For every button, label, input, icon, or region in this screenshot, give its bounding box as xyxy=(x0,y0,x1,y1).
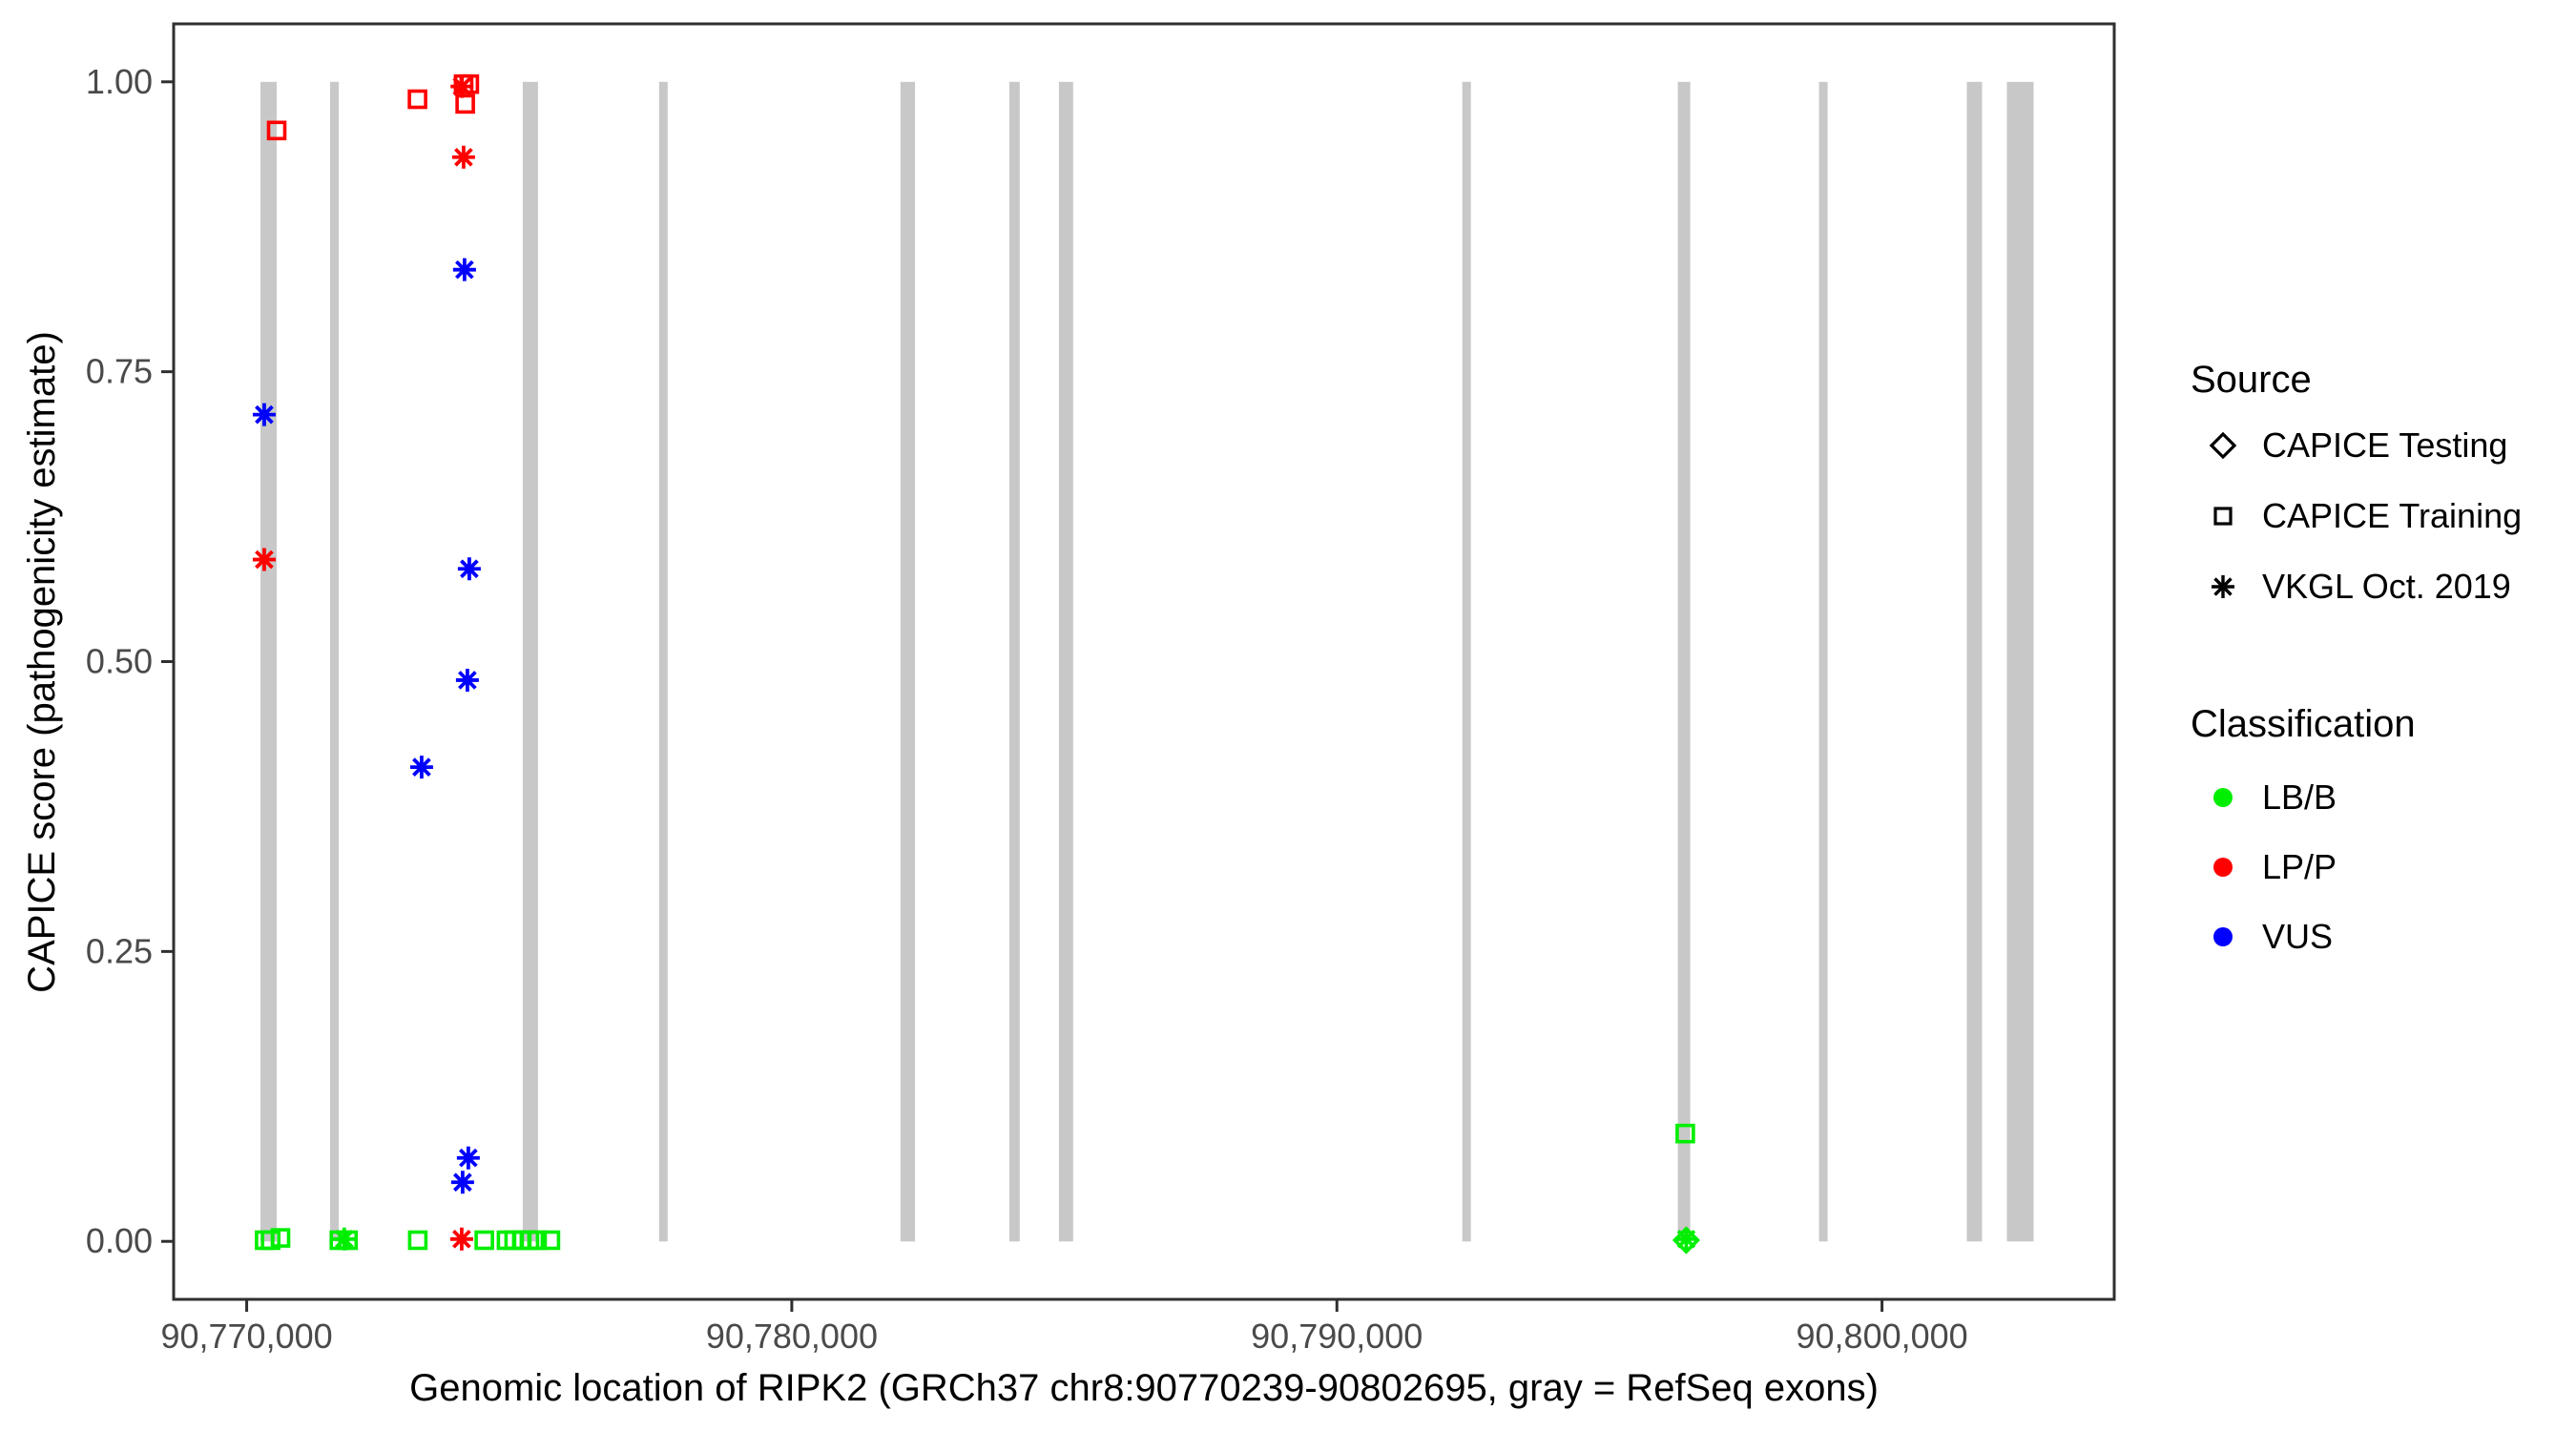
y-tick-label: 0.75 xyxy=(86,352,153,391)
exon-bar xyxy=(1008,81,1020,1242)
x-tick-label: 90,770,000 xyxy=(160,1317,332,1356)
legend-source-title: Source xyxy=(2191,359,2312,401)
legend-label-vkgl: VKGL Oct. 2019 xyxy=(2262,567,2511,606)
legend-item-lbb: LB/B xyxy=(2191,762,2337,833)
legend-label-capice-testing: CAPICE Testing xyxy=(2262,425,2508,465)
x-axis-title: Genomic location of RIPK2 (GRCh37 chr8:9… xyxy=(409,1367,1879,1409)
blue-circle-icon xyxy=(2213,927,2233,946)
data-point-asterisk xyxy=(332,1227,356,1251)
exon-bar xyxy=(330,81,339,1242)
data-point-asterisk xyxy=(450,1171,474,1194)
data-point-square xyxy=(266,120,287,141)
exon-bar xyxy=(2006,81,2034,1242)
green-circle-icon xyxy=(2213,788,2233,807)
data-point-square xyxy=(527,1230,548,1251)
legend-label-vus: VUS xyxy=(2262,917,2334,956)
data-point-asterisk xyxy=(455,668,479,692)
data-point-square xyxy=(455,93,475,114)
x-tick-label: 90,790,000 xyxy=(1251,1317,1423,1356)
data-point-asterisk xyxy=(456,1146,480,1170)
exon-bar xyxy=(1677,81,1691,1242)
exon-bar xyxy=(900,81,916,1242)
data-point-asterisk xyxy=(252,403,276,426)
legend-item-lpp: LP/P xyxy=(2191,832,2337,902)
data-point-square xyxy=(270,1228,291,1248)
legend-label-capice-training: CAPICE Training xyxy=(2262,496,2523,535)
diamond-icon xyxy=(2209,431,2237,460)
data-point-square xyxy=(407,89,427,110)
legend-item-vkgl: VKGL Oct. 2019 xyxy=(2191,551,2511,622)
exon-bar xyxy=(1462,81,1471,1242)
y-tick-label: 1.00 xyxy=(86,62,153,101)
data-point-asterisk xyxy=(451,145,475,169)
y-tick-label: 0.00 xyxy=(86,1221,153,1260)
legend-item-vus: VUS xyxy=(2191,902,2333,972)
data-point-asterisk xyxy=(449,1227,473,1251)
y-tick-label: 0.25 xyxy=(86,931,153,970)
exon-bar xyxy=(522,81,538,1242)
square-icon xyxy=(2213,507,2233,526)
data-point-square xyxy=(474,1230,494,1251)
data-point-asterisk xyxy=(450,74,474,98)
y-tick-label: 0.50 xyxy=(86,642,153,681)
data-point-asterisk xyxy=(452,258,476,281)
asterisk-icon xyxy=(2212,575,2234,598)
data-point-square xyxy=(407,1230,428,1251)
x-tick-label: 90,800,000 xyxy=(1797,1317,1968,1356)
panel-border xyxy=(172,22,2116,1301)
legend-label-lpp: LP/P xyxy=(2262,847,2337,886)
exon-bar xyxy=(658,81,668,1242)
legend-item-capice-training: CAPICE Training xyxy=(2191,481,2522,551)
x-tick-label: 90,780,000 xyxy=(706,1317,878,1356)
exon-bar xyxy=(260,81,277,1242)
exon-bar xyxy=(1058,81,1073,1242)
data-point-asterisk xyxy=(1674,1227,1698,1251)
data-point-square xyxy=(540,1230,561,1251)
data-point-asterisk xyxy=(457,557,481,581)
data-point-asterisk xyxy=(409,756,433,779)
legend-item-capice-testing: CAPICE Testing xyxy=(2191,410,2507,481)
legend-classification-title: Classification xyxy=(2191,703,2416,745)
exon-bar xyxy=(1966,81,1983,1242)
data-point-asterisk xyxy=(252,548,276,571)
legend-label-lbb: LB/B xyxy=(2262,778,2337,817)
data-point-square xyxy=(1675,1123,1695,1144)
y-axis-title: CAPICE score (pathogenicity estimate) xyxy=(21,331,63,993)
red-circle-icon xyxy=(2213,858,2233,877)
exon-bar xyxy=(1818,81,1828,1242)
